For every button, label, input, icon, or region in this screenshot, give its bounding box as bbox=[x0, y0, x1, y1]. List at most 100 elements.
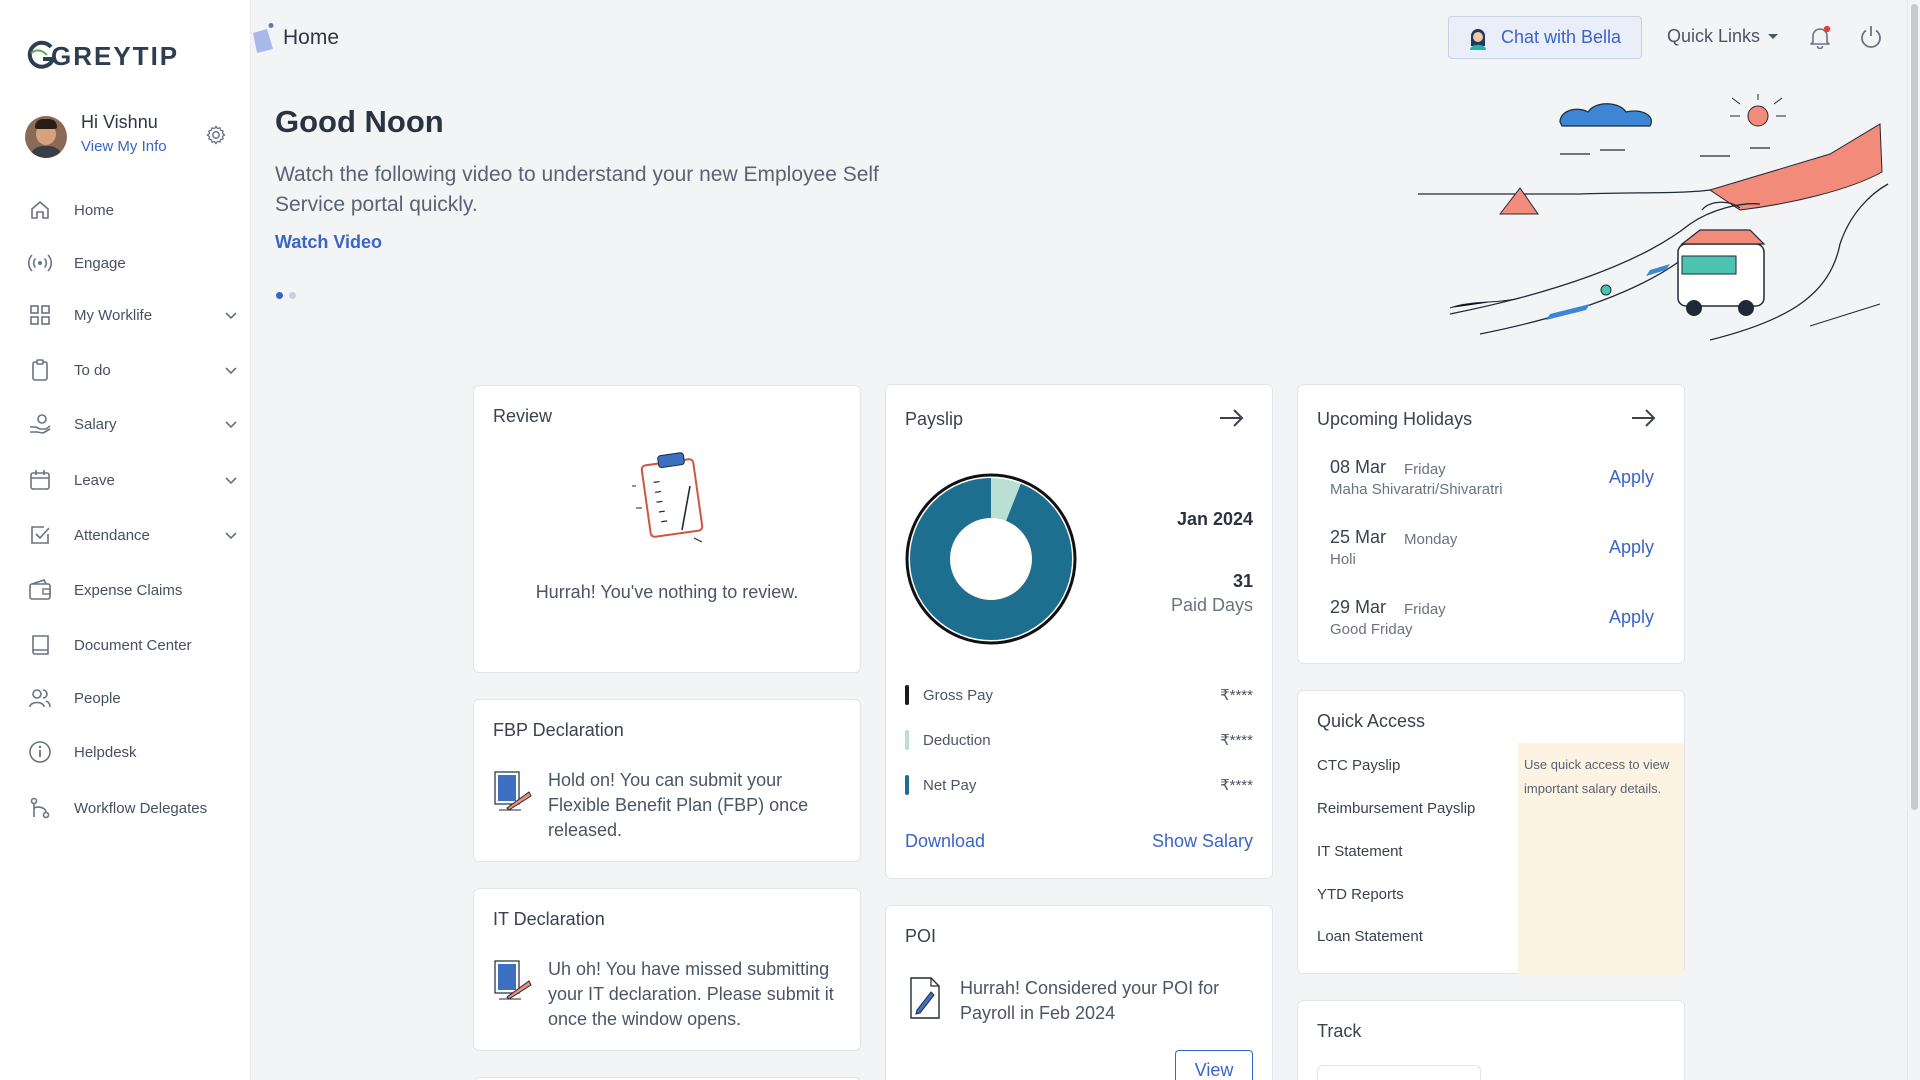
clipboard-illustration-icon bbox=[632, 452, 704, 543]
bell-icon[interactable] bbox=[1809, 25, 1831, 49]
gross-pay-value: ₹**** bbox=[1220, 687, 1253, 704]
chevron-down-icon bbox=[225, 312, 237, 320]
deduction-row: Deduction ₹**** bbox=[905, 728, 1253, 752]
sidebar-item-expense-claims[interactable]: Expense Claims bbox=[0, 570, 251, 610]
avatar[interactable] bbox=[25, 116, 67, 158]
sidebar-item-label: Leave bbox=[74, 471, 115, 489]
review-title: Review bbox=[493, 406, 553, 426]
net-pay-row: Net Pay ₹**** bbox=[905, 773, 1253, 797]
workflow-icon bbox=[30, 797, 50, 819]
net-pay-label: Net Pay bbox=[923, 776, 977, 794]
arrow-right-icon[interactable] bbox=[1218, 407, 1246, 429]
sidebar-item-label: Home bbox=[74, 201, 115, 219]
greytip-logo[interactable]: GREYTIP bbox=[27, 36, 179, 76]
greeting-heading: Good Noon bbox=[275, 104, 444, 139]
holiday-day: Friday bbox=[1404, 601, 1446, 618]
arrow-right-icon[interactable] bbox=[1630, 407, 1658, 429]
quick-access-item[interactable]: Loan Statement bbox=[1317, 928, 1423, 945]
sidebar-item-label: Salary bbox=[74, 415, 117, 433]
it-title: IT Declaration bbox=[493, 909, 605, 929]
sidebar-item-document-center[interactable]: Document Center bbox=[0, 625, 251, 665]
deduction-marker bbox=[905, 730, 909, 750]
sidebar-item-label: Expense Claims bbox=[74, 581, 183, 599]
scrollbar-thumb[interactable] bbox=[1911, 4, 1918, 810]
sidebar-item-engage[interactable]: Engage bbox=[0, 243, 251, 283]
sidebar-item-label: Document Center bbox=[74, 636, 192, 654]
payslip-donut-chart bbox=[905, 473, 1077, 645]
poi-message: Hurrah! Considered your POI for Payroll … bbox=[960, 978, 1220, 1023]
wallet-icon bbox=[29, 579, 51, 600]
holiday-name: Good Friday bbox=[1330, 621, 1413, 638]
poi-message-row: Hurrah! Considered your POI for Payroll … bbox=[905, 976, 1255, 1026]
bella-avatar-icon bbox=[1470, 28, 1486, 50]
upcoming-holidays-card: Upcoming Holidays 08 Mar Friday Maha Shi… bbox=[1297, 384, 1685, 664]
holiday-item: 29 Mar Friday Good Friday Apply bbox=[1330, 597, 1654, 645]
carousel-dot-2[interactable] bbox=[289, 292, 296, 299]
holiday-item: 08 Mar Friday Maha Shivaratri/Shivaratri… bbox=[1330, 457, 1654, 505]
broadcast-icon bbox=[28, 254, 52, 272]
sidebar-item-label: Helpdesk bbox=[74, 743, 137, 761]
chat-with-bella-button[interactable]: Chat with Bella bbox=[1448, 16, 1642, 59]
gross-pay-row: Gross Pay ₹**** bbox=[905, 683, 1253, 707]
page-title: Home bbox=[283, 26, 340, 49]
sidebar-item-to-do[interactable]: To do bbox=[0, 350, 251, 390]
fbp-declaration-card: FBP Declaration Hold on! You can submit … bbox=[473, 699, 861, 862]
quick-access-item[interactable]: YTD Reports bbox=[1317, 886, 1404, 903]
user-profile: Hi Vishnu View My Info bbox=[25, 112, 235, 164]
page-bookmark-icon bbox=[253, 23, 274, 53]
poi-title: POI bbox=[905, 926, 937, 946]
sidebar-item-label: Workflow Delegates bbox=[74, 799, 208, 817]
it-declaration-card: IT Declaration Uh oh! You have missed su… bbox=[473, 888, 861, 1051]
home-icon bbox=[31, 201, 49, 219]
holiday-item: 25 Mar Monday Holi Apply bbox=[1330, 527, 1654, 575]
holiday-day: Friday bbox=[1404, 461, 1446, 478]
sidebar-item-helpdesk[interactable]: Helpdesk bbox=[0, 732, 251, 772]
page-scrollbar[interactable] bbox=[1907, 0, 1920, 1080]
apply-leave-link[interactable]: Apply bbox=[1608, 607, 1654, 627]
carousel-dot-1[interactable] bbox=[276, 292, 283, 299]
sidebar: GREYTIP Hi Vishnu View My Info Home Enga… bbox=[0, 0, 251, 1080]
sidebar-item-salary[interactable]: Salary bbox=[0, 404, 251, 444]
gross-pay-marker bbox=[905, 685, 909, 705]
quick-access-item[interactable]: Reimbursement Payslip bbox=[1317, 800, 1476, 817]
quick-access-item[interactable]: CTC Payslip bbox=[1317, 757, 1401, 774]
brand-name: GREYTIP bbox=[51, 40, 180, 71]
gross-pay-label: Gross Pay bbox=[923, 686, 994, 704]
sidebar-item-leave[interactable]: Leave bbox=[0, 460, 251, 500]
quick-access-item[interactable]: IT Statement bbox=[1317, 843, 1403, 860]
road-trip-illustration bbox=[1418, 94, 1889, 341]
sidebar-item-home[interactable]: Home bbox=[0, 190, 251, 230]
gear-icon[interactable] bbox=[205, 124, 227, 146]
power-icon[interactable] bbox=[1858, 24, 1884, 50]
hand-money-icon bbox=[30, 414, 51, 434]
people-icon bbox=[29, 689, 51, 708]
info-icon bbox=[29, 741, 51, 763]
payslip-title: Payslip bbox=[905, 409, 964, 429]
show-salary-link[interactable]: Show Salary bbox=[1151, 831, 1253, 851]
apply-leave-link[interactable]: Apply bbox=[1608, 467, 1654, 487]
download-payslip-link[interactable]: Download bbox=[905, 831, 986, 851]
net-pay-value: ₹**** bbox=[1220, 777, 1253, 794]
sidebar-item-my-worklife[interactable]: My Worklife bbox=[0, 295, 251, 335]
track-item-placeholder bbox=[1317, 1065, 1481, 1080]
apply-leave-link[interactable]: Apply bbox=[1608, 537, 1654, 557]
carousel-dots bbox=[276, 292, 296, 299]
payslip-card: Payslip Jan 2024 31 Paid Days Gross Pay … bbox=[885, 384, 1273, 879]
deduction-value: ₹**** bbox=[1220, 732, 1253, 749]
track-card: Track bbox=[1297, 1000, 1685, 1080]
sidebar-item-people[interactable]: People bbox=[0, 678, 251, 718]
poi-view-button[interactable]: View bbox=[1175, 1050, 1253, 1080]
quick-access-title: Quick Access bbox=[1317, 711, 1426, 731]
notification-dot bbox=[1823, 25, 1831, 33]
view-my-info-link[interactable]: View My Info bbox=[81, 138, 167, 155]
holiday-date: 29 Mar bbox=[1330, 597, 1387, 617]
quick-links-dropdown[interactable]: Quick Links bbox=[1667, 26, 1779, 47]
sidebar-item-attendance[interactable]: Attendance bbox=[0, 515, 251, 555]
chevron-down-icon bbox=[225, 477, 237, 485]
review-message: Hurrah! You've nothing to review. bbox=[535, 582, 799, 602]
document-edit-icon bbox=[494, 960, 532, 1000]
holidays-title: Upcoming Holidays bbox=[1317, 409, 1473, 429]
sidebar-item-workflow-delegates[interactable]: Workflow Delegates bbox=[0, 788, 251, 828]
watch-video-link[interactable]: Watch Video bbox=[275, 232, 383, 252]
sidebar-item-label: To do bbox=[74, 361, 111, 379]
